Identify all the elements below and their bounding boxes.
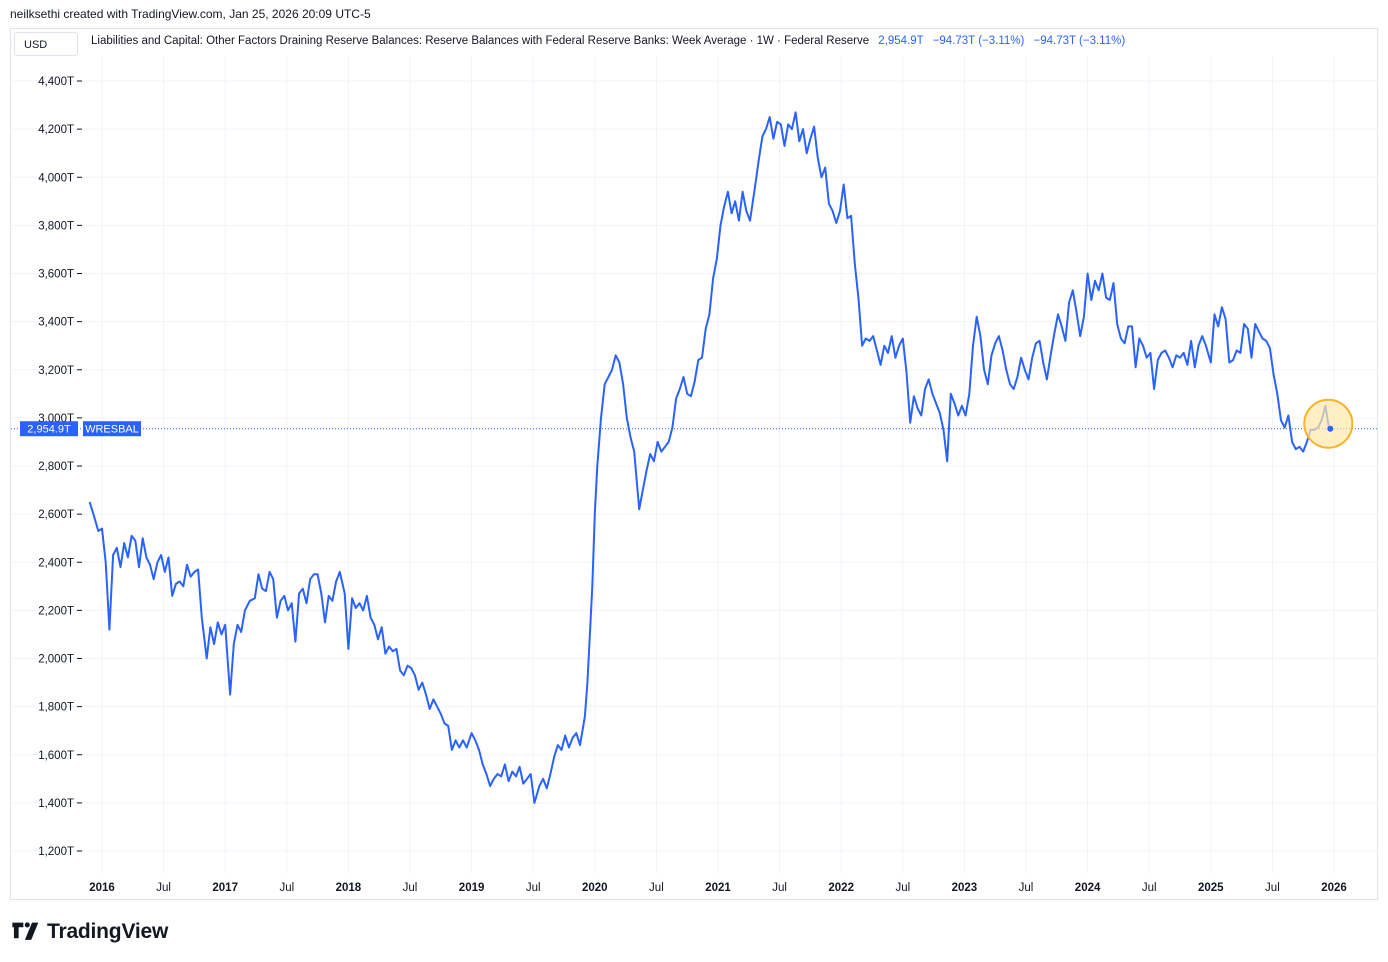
y-tick-label: 3,800T: [38, 220, 74, 232]
price-label-symbol-box: [83, 421, 141, 437]
x-tick-label: 2017: [212, 882, 238, 894]
x-tick-label: Jul: [526, 882, 541, 894]
tradingview-logo-icon: [12, 922, 39, 940]
legend: Liabilities and Capital: Other Factors D…: [91, 35, 1125, 47]
tradingview-logo-text: TradingView: [47, 920, 169, 943]
y-tick-label: 2,800T: [38, 461, 74, 473]
y-tick-label: 4,400T: [38, 76, 74, 88]
price-label: 2,954.9T WRESBAL: [20, 421, 141, 437]
series-line-wresbal[interactable]: [88, 111, 1331, 804]
price-label-symbol: WRESBAL: [85, 424, 139, 436]
x-tick-label: 2022: [828, 882, 854, 894]
grid: [11, 57, 1377, 873]
x-axis: 2016 Jul 2017 Jul 2018 Jul 2019 Jul 2020 Jul 2021 J…: [89, 882, 1347, 894]
y-tick-label: 3,400T: [38, 317, 74, 329]
y-tick-label: 1,600T: [38, 750, 74, 762]
x-tick-label: 2025: [1198, 882, 1224, 894]
x-tick-label: Jul: [156, 882, 171, 894]
marker-layer: [1303, 398, 1354, 449]
y-tick-label: 4,200T: [38, 124, 74, 136]
x-tick-label: Jul: [1265, 882, 1280, 894]
y-tick-label: 1,800T: [38, 702, 74, 714]
legend-title: Liabilities and Capital: Other Factors D…: [91, 35, 870, 47]
y-tick-label: 1,400T: [38, 798, 74, 810]
y-tick-label: 2,200T: [38, 605, 74, 617]
y-tick-label: 1,200T: [38, 846, 74, 858]
x-tick-label: 2021: [705, 882, 731, 894]
x-tick-label: Jul: [1142, 882, 1157, 894]
currency-button[interactable]: USD: [14, 32, 78, 56]
y-tick-label: 3,600T: [38, 269, 74, 281]
x-tick-label: 2024: [1075, 882, 1101, 894]
x-tick-label: Jul: [772, 882, 787, 894]
series: [88, 111, 1331, 804]
x-tick-label: 2026: [1321, 882, 1347, 894]
last-point-marker[interactable]: [1327, 425, 1334, 432]
x-tick-label: 2020: [582, 882, 608, 894]
x-tick-label: 2016: [89, 882, 115, 894]
y-tick-label: 4,000T: [38, 172, 74, 184]
x-tick-label: Jul: [403, 882, 418, 894]
last-point-highlight: [1303, 398, 1354, 449]
x-tick-label: Jul: [1019, 882, 1034, 894]
x-tick-label: Jul: [649, 882, 664, 894]
price-label-value: 2,954.9T: [27, 424, 71, 436]
chart-frame: [10, 28, 1378, 900]
y-tick-label: 2,600T: [38, 509, 74, 521]
y-tick-label: 2,000T: [38, 654, 74, 666]
x-tick-label: 2018: [336, 882, 362, 894]
legend-change-percent: −94.73T (−3.11%): [1033, 35, 1126, 47]
price-label-value-box: [20, 421, 78, 437]
attribution-text: neilksethi created with TradingView.com,…: [10, 7, 371, 21]
y-tick-label: 2,400T: [38, 557, 74, 569]
tradingview-logo[interactable]: TradingView: [10, 920, 168, 944]
x-tick-label: Jul: [279, 882, 294, 894]
x-tick-label: 2019: [459, 882, 485, 894]
x-tick-label: 2023: [952, 882, 978, 894]
y-axis: 1,200T 1,400T 1,600T 1,800T 2,000T 2,200T 2,40…: [38, 76, 82, 858]
legend-last-value: 2,954.9T: [878, 35, 924, 47]
x-tick-label: Jul: [895, 882, 910, 894]
y-tick-label: 3,200T: [38, 365, 74, 377]
legend-change: −94.73T (−3.11%): [932, 35, 1025, 47]
